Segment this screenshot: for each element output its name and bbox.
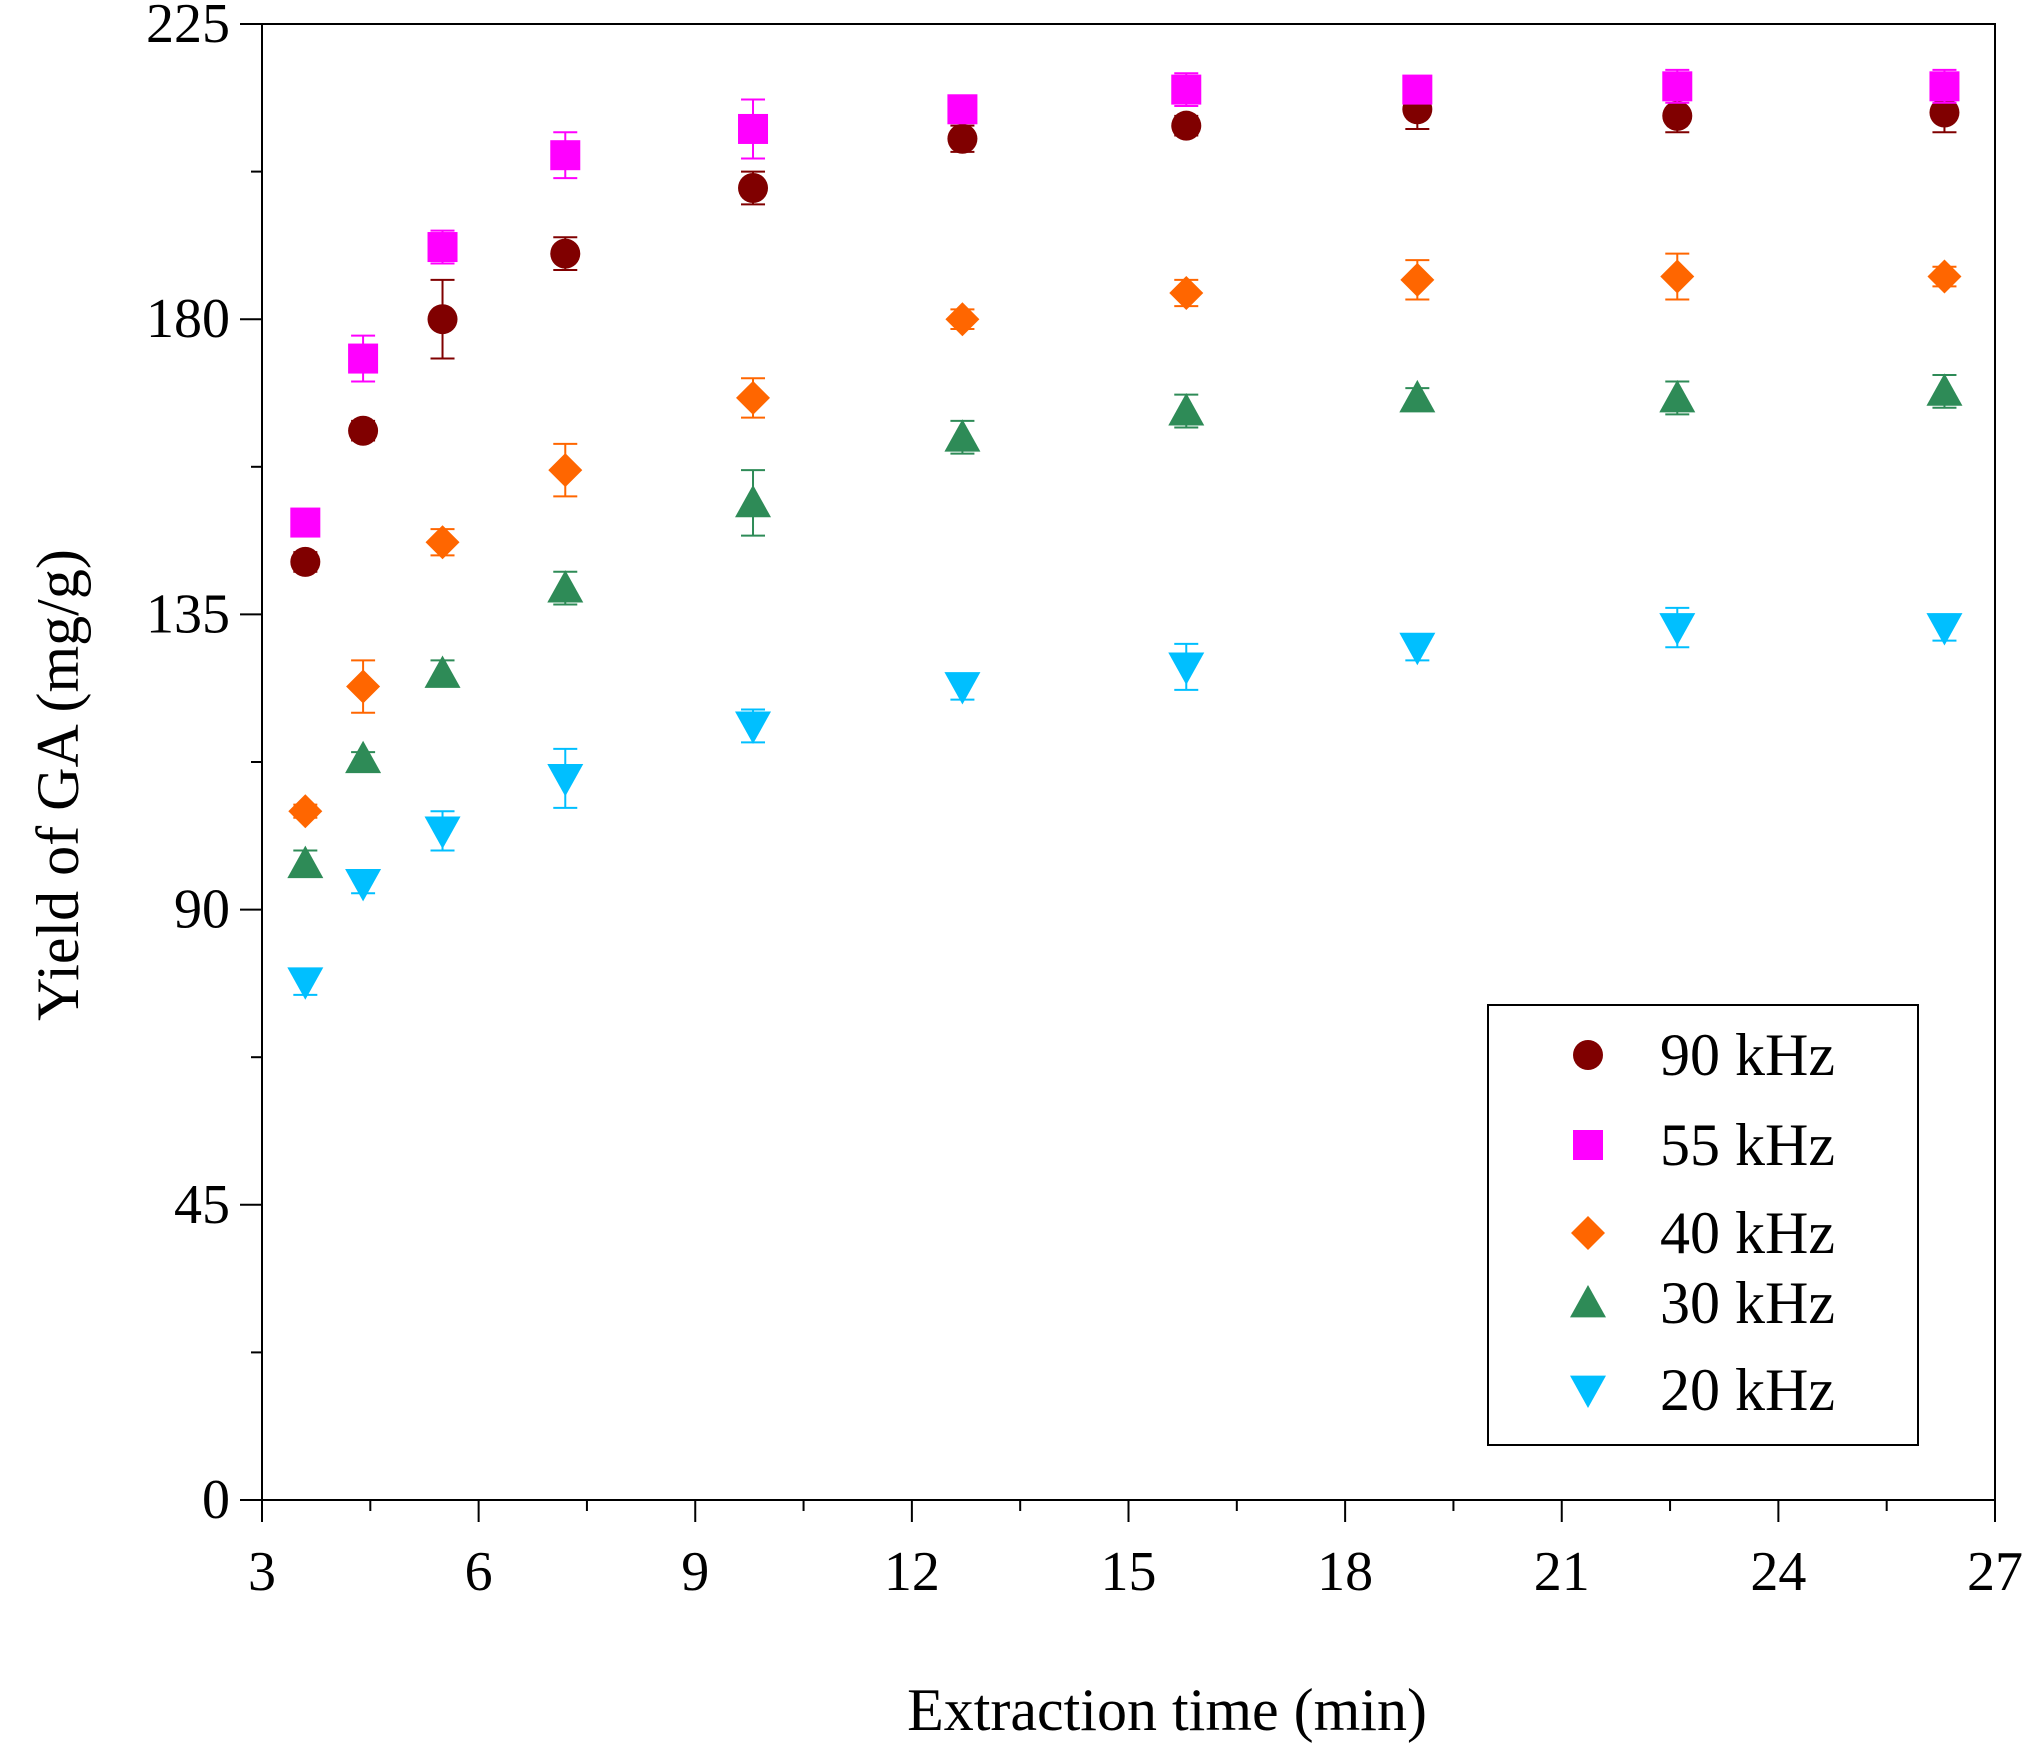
- legend-marker: [1570, 1285, 1606, 1318]
- y-tick-label: 90: [174, 879, 230, 941]
- series-55-khz: [290, 68, 1960, 538]
- data-point: [547, 570, 584, 603]
- data-point: [1659, 379, 1696, 413]
- data-point: [550, 140, 581, 171]
- y-tick-label: 225: [146, 0, 230, 55]
- x-tick-label: 3: [248, 1541, 276, 1603]
- data-point: [1926, 373, 1963, 406]
- data-layer: [287, 68, 1963, 1000]
- y-tick-label: 0: [202, 1469, 230, 1531]
- x-axis-title: Extraction time (min): [907, 1677, 1427, 1743]
- data-point: [290, 546, 321, 577]
- data-point: [736, 380, 771, 415]
- series-30-khz: [287, 373, 1963, 879]
- data-point: [427, 232, 458, 263]
- series-90-khz: [290, 88, 1960, 577]
- data-point: [1169, 275, 1204, 310]
- data-point: [348, 415, 379, 446]
- data-point: [1926, 613, 1963, 646]
- x-tick-label: 12: [884, 1541, 940, 1603]
- legend-label: 20 kHz: [1660, 1357, 1835, 1423]
- data-point: [287, 845, 324, 879]
- data-point: [424, 816, 461, 849]
- data-point: [345, 740, 382, 774]
- data-point: [345, 868, 382, 902]
- legend-label: 40 kHz: [1660, 1200, 1835, 1266]
- y-tick-label: 180: [146, 288, 230, 350]
- data-point: [1168, 393, 1205, 426]
- x-tick-label: 6: [465, 1541, 493, 1603]
- data-point: [346, 669, 381, 704]
- data-point: [1399, 379, 1436, 413]
- data-point: [1168, 652, 1205, 685]
- series-20-khz: [287, 606, 1963, 1000]
- legend-label: 30 kHz: [1660, 1270, 1835, 1336]
- x-tick-label: 18: [1317, 1541, 1373, 1603]
- data-point: [288, 794, 323, 829]
- y-tick-label: 45: [174, 1174, 230, 1236]
- x-tick-label: 24: [1750, 1541, 1806, 1603]
- legend-box: [1487, 1004, 1919, 1446]
- series-40-khz: [288, 252, 1962, 829]
- data-point: [944, 419, 981, 452]
- data-point: [738, 173, 769, 203]
- data-point: [1929, 97, 1960, 128]
- data-point: [1399, 632, 1436, 666]
- data-point: [945, 302, 980, 337]
- data-point: [1929, 71, 1960, 102]
- data-point: [290, 507, 321, 538]
- data-point: [735, 711, 772, 744]
- data-point: [947, 123, 978, 154]
- data-point: [427, 304, 458, 335]
- data-point: [738, 113, 769, 144]
- data-point: [547, 764, 584, 797]
- legend-marker: [1573, 1040, 1603, 1070]
- y-tick-label: 135: [146, 583, 230, 645]
- legend-marker: [1570, 1375, 1606, 1408]
- data-point: [1662, 71, 1693, 102]
- legend-marker: [1573, 1130, 1603, 1160]
- data-point: [424, 655, 461, 688]
- x-tick-label: 21: [1534, 1541, 1590, 1603]
- data-point: [1400, 262, 1435, 297]
- data-point: [425, 525, 460, 560]
- data-point: [1402, 74, 1433, 105]
- data-point: [1171, 74, 1202, 105]
- legend-label: 90 kHz: [1660, 1022, 1835, 1088]
- data-point: [735, 484, 772, 518]
- data-point: [944, 672, 981, 705]
- x-tick-label: 9: [681, 1541, 709, 1603]
- legend-marker: [1571, 1216, 1605, 1250]
- x-tick-label: 27: [1967, 1541, 2023, 1603]
- data-point: [1171, 110, 1202, 141]
- data-point: [548, 453, 583, 488]
- axes-layer: 3 6 9 12 15 18 21 24 27 0 45 90 135 180 225: [146, 0, 2023, 1603]
- y-axis-title: Yield of GA (mg/g): [25, 549, 91, 1021]
- data-point: [550, 238, 581, 269]
- data-point: [947, 94, 978, 125]
- data-point: [287, 967, 324, 1000]
- legend-label: 55 kHz: [1660, 1112, 1835, 1178]
- data-point: [1659, 613, 1696, 646]
- x-tick-label: 15: [1101, 1541, 1157, 1603]
- data-point: [1660, 259, 1695, 294]
- data-point: [1927, 259, 1962, 294]
- data-point: [1662, 100, 1693, 131]
- data-point: [348, 343, 379, 374]
